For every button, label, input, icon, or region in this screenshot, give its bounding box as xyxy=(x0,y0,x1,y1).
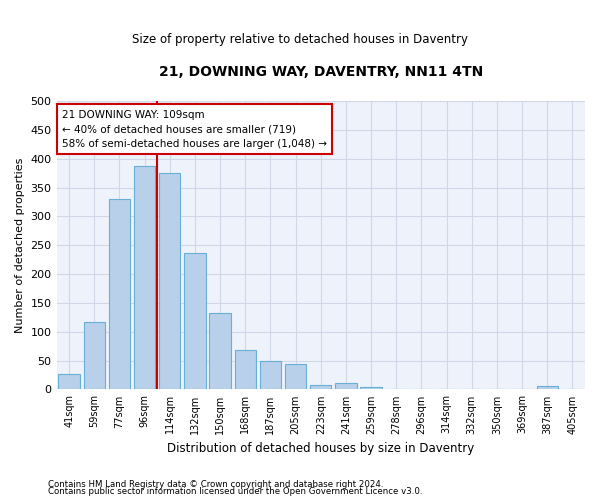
Text: 21 DOWNING WAY: 109sqm
← 40% of detached houses are smaller (719)
58% of semi-de: 21 DOWNING WAY: 109sqm ← 40% of detached… xyxy=(62,110,327,150)
Y-axis label: Number of detached properties: Number of detached properties xyxy=(15,158,25,333)
Text: Contains HM Land Registry data © Crown copyright and database right 2024.: Contains HM Land Registry data © Crown c… xyxy=(48,480,383,489)
Bar xyxy=(335,383,356,390)
Bar xyxy=(536,386,558,390)
Text: Contains public sector information licensed under the Open Government Licence v3: Contains public sector information licen… xyxy=(48,487,422,496)
Bar xyxy=(184,252,206,390)
Bar xyxy=(260,360,281,390)
Title: 21, DOWNING WAY, DAVENTRY, NN11 4TN: 21, DOWNING WAY, DAVENTRY, NN11 4TN xyxy=(158,65,483,79)
Bar xyxy=(285,364,307,390)
Bar xyxy=(58,374,80,390)
Bar xyxy=(209,312,231,390)
Bar xyxy=(83,322,105,390)
Bar xyxy=(361,386,382,390)
Bar xyxy=(109,199,130,390)
Bar xyxy=(134,166,155,390)
Text: Size of property relative to detached houses in Daventry: Size of property relative to detached ho… xyxy=(132,32,468,46)
Bar xyxy=(310,386,331,390)
Bar xyxy=(159,173,181,390)
Bar xyxy=(235,350,256,390)
X-axis label: Distribution of detached houses by size in Daventry: Distribution of detached houses by size … xyxy=(167,442,475,455)
